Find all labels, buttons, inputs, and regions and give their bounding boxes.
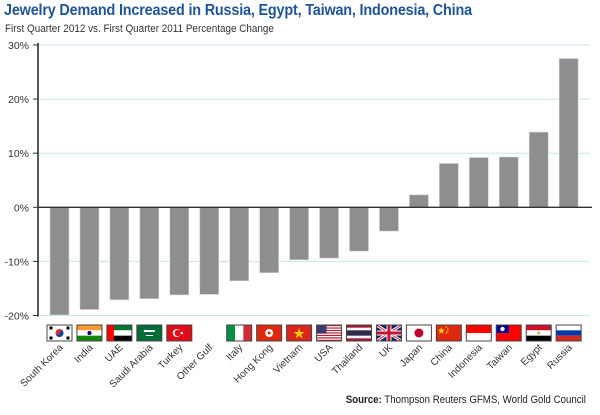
bar-japan — [409, 194, 429, 208]
bar-russia — [558, 58, 579, 208]
bar-indonesia — [468, 157, 489, 208]
flag-china-icon — [435, 324, 462, 342]
y-tick-label: 20% — [8, 94, 29, 106]
flag-hong-kong-icon — [256, 324, 283, 342]
flag-south-korea-icon — [46, 324, 73, 342]
flag-russia-icon — [555, 324, 582, 342]
chart-title: Jewelry Demand Increased in Russia, Egyp… — [4, 2, 472, 19]
gridlines — [38, 44, 590, 316]
flag-egypt-icon — [525, 324, 552, 342]
flag-uae-icon — [106, 324, 133, 342]
x-label-japan: Japan — [398, 342, 425, 369]
x-label-china: China — [429, 342, 456, 369]
bar-saudi-arabia — [139, 207, 160, 300]
bars — [49, 58, 579, 316]
bar-india — [79, 207, 100, 310]
bar-uk — [379, 207, 399, 232]
y-axis-ticks: -20% -10% 0% 10% 20% 30% — [4, 40, 38, 323]
y-tick-label: 30% — [8, 40, 29, 52]
flag-saudi-arabia-icon — [136, 324, 163, 342]
flag-turkey-icon — [166, 324, 193, 342]
x-label-uk: UK — [377, 342, 395, 360]
x-label-taiwan: Taiwan — [485, 342, 515, 372]
flags — [46, 323, 582, 343]
bar-hong-kong — [259, 207, 279, 274]
flag-uk-icon — [375, 323, 403, 343]
bar-uae — [109, 207, 130, 301]
source-label: Source: — [345, 394, 382, 406]
source-note: Source: Thompson Reuters GFMS, World Gol… — [346, 394, 586, 406]
y-tick-label: 10% — [8, 148, 29, 160]
flag-japan-icon — [405, 324, 432, 342]
x-label-turkey: Turkey — [156, 342, 185, 371]
x-label-thailand: Thailand — [330, 342, 365, 377]
flag-usa-icon — [316, 324, 343, 342]
x-label-italy: Italy — [225, 342, 246, 363]
x-label-uae: UAE — [103, 342, 126, 365]
x-label-russia: Russia — [545, 342, 575, 372]
flag-indonesia-icon — [465, 324, 492, 342]
x-label-south-korea: South Korea — [19, 342, 66, 389]
x-label-egypt: Egypt — [519, 342, 545, 368]
y-tick-label: -20% — [4, 311, 29, 323]
flag-vietnam-icon — [286, 324, 313, 342]
y-tick-label: -10% — [4, 256, 29, 268]
bar-china — [439, 163, 459, 208]
source-text: Thompson Reuters GFMS, World Gold Counci… — [381, 394, 586, 406]
bar-egypt — [528, 131, 549, 208]
flag-taiwan-icon — [495, 324, 522, 342]
bar-taiwan — [498, 156, 519, 208]
bar-usa — [319, 207, 339, 259]
x-label-usa: USA — [313, 342, 336, 365]
flag-india-icon — [76, 324, 103, 342]
y-tick-label: 0% — [14, 202, 29, 214]
bar-vietnam — [289, 207, 309, 261]
flag-thailand-icon — [346, 324, 372, 342]
x-label-india: India — [72, 342, 95, 365]
bar-other-gulf — [199, 207, 220, 295]
bar-south-korea — [49, 207, 70, 316]
bar-italy — [229, 207, 249, 282]
bar-thailand — [349, 207, 369, 252]
x-label-vietnam: Vietnam — [272, 342, 306, 376]
axes — [37, 43, 592, 317]
bar-turkey — [169, 207, 190, 296]
flag-italy-icon — [226, 324, 253, 342]
chart-subtitle: First Quarter 2012 vs. First Quarter 201… — [5, 23, 274, 35]
